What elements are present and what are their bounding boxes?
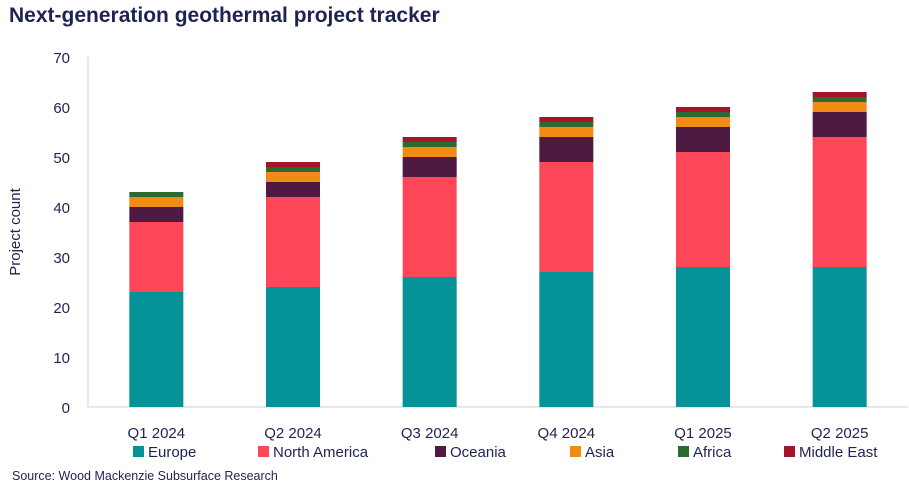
bar-segment-europe <box>539 272 594 407</box>
bar-segment-africa <box>266 167 320 172</box>
bar-segment-asia <box>539 127 594 137</box>
legend-swatch <box>258 446 269 457</box>
bar-segment-europe <box>129 292 184 407</box>
bar-segment-europe <box>676 267 730 407</box>
bar-segment-africa <box>402 142 457 147</box>
bar-segment-africa <box>812 97 867 102</box>
bar-segment-middle-east <box>812 92 867 97</box>
chart-title: Next-generation geothermal project track… <box>9 4 440 27</box>
bar-segment-africa <box>676 112 730 117</box>
legend-swatch <box>570 446 581 457</box>
bar-segment-asia <box>129 197 184 207</box>
legend-swatch <box>784 446 795 457</box>
bar-segment-north-america <box>266 197 320 287</box>
bar-segment-north-america <box>402 177 457 277</box>
legend-item-africa: Africa <box>678 444 732 461</box>
y-tick-label: 10 <box>53 350 70 367</box>
bar-segment-oceania <box>129 207 184 222</box>
legend-swatch <box>133 446 144 457</box>
legend-label: Oceania <box>450 444 507 461</box>
y-tick-label: 60 <box>53 100 70 117</box>
legend-item-oceania: Oceania <box>435 444 507 461</box>
legend-item-asia: Asia <box>570 444 615 461</box>
legend-label: Middle East <box>799 444 878 461</box>
y-axis-label: Project count <box>7 187 24 275</box>
legend-label: North America <box>273 444 369 461</box>
bar-segment-africa <box>129 192 184 197</box>
bar-segment-africa <box>539 122 594 127</box>
y-tick-label: 30 <box>53 250 70 267</box>
bar-segment-north-america <box>539 162 594 272</box>
bar-segment-middle-east <box>402 137 457 142</box>
y-tick-label: 20 <box>53 300 70 317</box>
x-tick-label: Q1 2024 <box>128 425 186 442</box>
bar-segment-north-america <box>812 137 867 267</box>
bar-segment-asia <box>676 117 730 127</box>
x-tick-label: Q2 2025 <box>811 425 869 442</box>
bar-segment-oceania <box>676 127 730 152</box>
bar-segment-europe <box>266 287 320 407</box>
bars-group <box>129 92 867 407</box>
legend-item-europe: Europe <box>133 444 196 461</box>
source-note: Source: Wood Mackenzie Subsurface Resear… <box>12 469 278 483</box>
x-tick-label: Q2 2024 <box>264 425 322 442</box>
bar-segment-europe <box>812 267 867 407</box>
bar-segment-oceania <box>402 157 457 177</box>
bar-segment-middle-east <box>539 117 594 122</box>
bar-segment-oceania <box>539 137 594 162</box>
legend-item-north-america: North America <box>258 444 369 461</box>
bar-segment-north-america <box>676 152 730 267</box>
bar-segment-oceania <box>266 182 320 197</box>
bar-segment-asia <box>266 172 320 182</box>
bar-segment-middle-east <box>676 107 730 112</box>
bar-segment-north-america <box>129 222 184 292</box>
y-axis-ticks: 0 10 20 30 40 50 60 70 <box>53 50 70 417</box>
y-tick-label: 50 <box>53 150 70 167</box>
legend-swatch <box>435 446 446 457</box>
legend: Europe North America Oceania Asia Africa Midd… <box>133 444 878 461</box>
x-tick-label: Q3 2024 <box>401 425 459 442</box>
x-axis-ticks: Q1 2024 Q2 2024 Q3 2024 Q4 2024 Q1 2025 Q2 20… <box>128 425 869 442</box>
y-tick-label: 0 <box>62 400 70 417</box>
legend-label: Africa <box>693 444 732 461</box>
bar-segment-asia <box>812 102 867 112</box>
legend-label: Europe <box>148 444 196 461</box>
legend-label: Asia <box>585 444 615 461</box>
legend-swatch <box>678 446 689 457</box>
bar-segment-europe <box>402 277 457 407</box>
x-tick-label: Q1 2025 <box>674 425 732 442</box>
bar-segment-oceania <box>812 112 867 137</box>
legend-item-middle-east: Middle East <box>784 444 878 461</box>
y-tick-label: 40 <box>53 200 70 217</box>
y-tick-label: 70 <box>53 50 70 67</box>
x-tick-label: Q4 2024 <box>538 425 596 442</box>
bar-segment-asia <box>402 147 457 157</box>
bar-segment-middle-east <box>266 162 320 167</box>
